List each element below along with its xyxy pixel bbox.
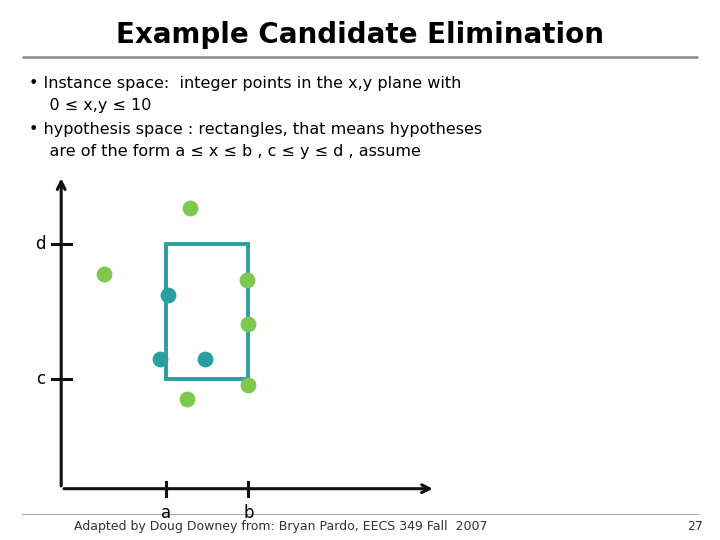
Point xyxy=(184,204,196,213)
Point xyxy=(243,381,254,390)
Point xyxy=(181,395,192,404)
Text: b: b xyxy=(243,504,253,522)
Bar xyxy=(166,245,248,379)
Point xyxy=(162,290,174,299)
Point xyxy=(155,354,166,363)
Text: • hypothesis space : rectangles, that means hypotheses: • hypothesis space : rectangles, that me… xyxy=(29,122,482,137)
Point xyxy=(240,276,252,285)
Text: d: d xyxy=(35,235,45,253)
Text: c: c xyxy=(36,370,45,388)
Text: Adapted by Doug Downey from: Bryan Pardo, EECS 349 Fall  2007: Adapted by Doug Downey from: Bryan Pardo… xyxy=(74,520,487,533)
Text: are of the form a ≤ x ≤ b , c ≤ y ≤ d , assume: are of the form a ≤ x ≤ b , c ≤ y ≤ d , … xyxy=(29,144,420,159)
Text: a: a xyxy=(161,504,171,522)
Point xyxy=(243,320,254,328)
Text: • Instance space:  integer points in the x,y plane with: • Instance space: integer points in the … xyxy=(29,76,462,91)
Text: Example Candidate Elimination: Example Candidate Elimination xyxy=(116,21,604,49)
Point xyxy=(199,354,211,363)
Text: 0 ≤ x,y ≤ 10: 0 ≤ x,y ≤ 10 xyxy=(29,98,151,113)
Text: 27: 27 xyxy=(687,520,703,533)
Point xyxy=(99,270,110,279)
